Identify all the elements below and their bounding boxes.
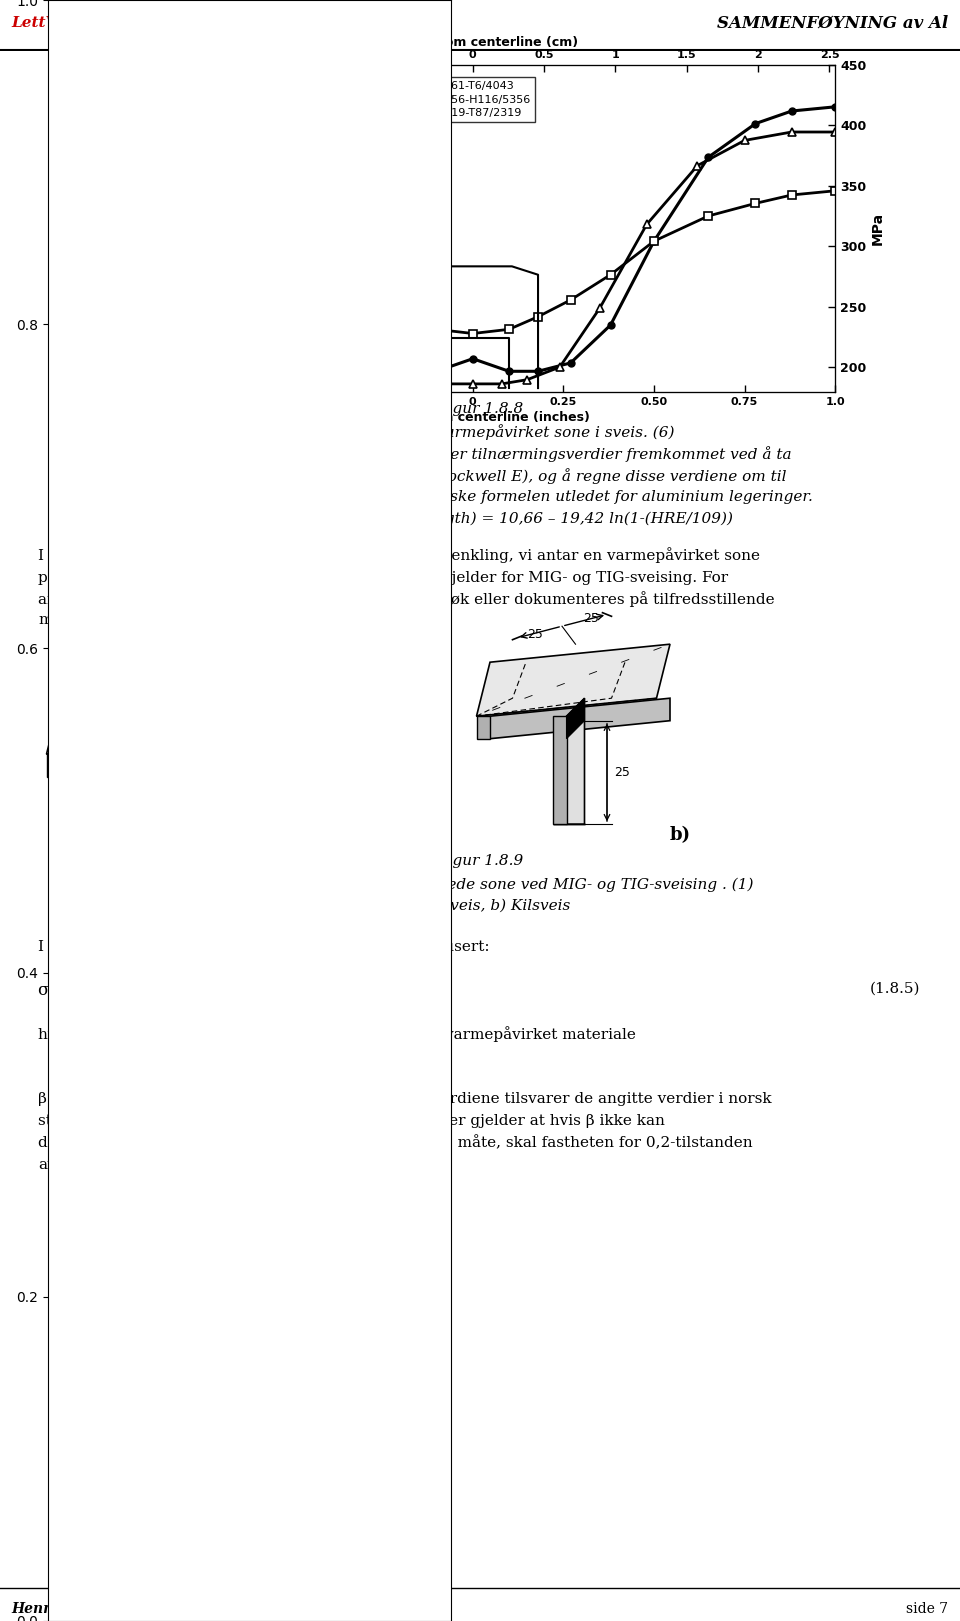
Y-axis label: MPa: MPa <box>871 212 884 245</box>
Legend: 6061-T6/4043, 5456-H116/5356, 2219-T87/2319: 6061-T6/4043, 5456-H116/5356, 2219-T87/2… <box>411 76 535 123</box>
Text: Figur 1.8.8: Figur 1.8.8 <box>437 402 523 417</box>
Polygon shape <box>126 682 161 736</box>
Text: standard (NS 3472). For andre legeringer og tilstander gjelder at hvis β ikke ka: standard (NS 3472). For andre legeringer… <box>38 1114 665 1128</box>
X-axis label: Distance from centerline (cm): Distance from centerline (cm) <box>368 36 578 49</box>
Text: LettVekt Design: LettVekt Design <box>12 16 148 29</box>
Text: b): b) <box>669 827 690 845</box>
Text: I den varmepåvirkede sonen er materialfatheten redusert:: I den varmepåvirkede sonen er materialfa… <box>38 939 490 953</box>
Text: σBᴠ = β·σB: σBᴠ = β·σB <box>38 982 133 999</box>
Text: β er angitt for noen legeringer i tabell 1.8.1. Disse verdiene tilsvarer de angi: β er angitt for noen legeringer i tabell… <box>38 1093 772 1106</box>
Text: Platetykkelse er 3,2mm. Kurvene viser tilnærmingsverdier fremkommet ved å ta: Platetykkelse er 3,2mm. Kurvene viser ti… <box>168 446 792 462</box>
Text: måte.: måte. <box>38 613 82 627</box>
Text: dokumenteres ved forsøk eller annen tilfredsstillende måte, skal fastheten for 0: dokumenteres ved forsøk eller annen tilf… <box>38 1136 753 1151</box>
Text: anvendes.: anvendes. <box>38 1157 115 1172</box>
Text: materialfasthet ved bruk av den empiriske formelen utledet for aluminium legerin: materialfasthet ved bruk av den empirisk… <box>147 490 813 504</box>
Polygon shape <box>553 716 566 823</box>
Text: Henning Johansen: Henning Johansen <box>12 1602 156 1616</box>
Text: UTS (Ultimate Tensile Strength) = 10,66 – 19,42 ln(1-(HRE/109)): UTS (Ultimate Tensile Strength) = 10,66 … <box>227 512 733 527</box>
Text: hvor  σB = strekkfastheten (bruddfatheten) for ikke varmepåvirket materiale: hvor σB = strekkfastheten (bruddfatheten… <box>38 1026 636 1042</box>
Text: 25: 25 <box>614 767 630 780</box>
Text: 25: 25 <box>157 644 173 657</box>
Polygon shape <box>46 754 60 776</box>
Polygon shape <box>476 716 490 739</box>
Text: 25: 25 <box>583 611 599 624</box>
Text: 25: 25 <box>102 663 117 676</box>
Text: a) Buttsveis, b) Kilsveis: a) Buttsveis, b) Kilsveis <box>390 898 570 913</box>
Polygon shape <box>46 682 240 754</box>
X-axis label: Distance from centerline (inches): Distance from centerline (inches) <box>355 412 590 425</box>
Text: Figur 1.8.9: Figur 1.8.9 <box>437 854 523 869</box>
Text: SAMMENFØYNING av Al: SAMMENFØYNING av Al <box>717 15 948 31</box>
Text: Fasthetsprofil over varmepåvirket sone i sveis. (6): Fasthetsprofil over varmepåvirket sone i… <box>286 425 674 439</box>
Text: 25: 25 <box>527 627 543 640</box>
Polygon shape <box>566 699 585 739</box>
Text: a): a) <box>230 827 250 845</box>
Text: (1.8.5): (1.8.5) <box>870 982 920 995</box>
Text: andre sveisemetoder skal bredden fastsettes ved forsøk eller dokumenteres på til: andre sveisemetoder skal bredden fastset… <box>38 592 775 608</box>
Text: side 7: side 7 <box>906 1602 948 1616</box>
Y-axis label: Ultimate tensile strength (ksi): Ultimate tensile strength (ksi) <box>75 135 85 323</box>
Text: Størrelsen på den varmepåvirkede sone ved MIG- og TIG-sveising . (1): Størrelsen på den varmepåvirkede sone ve… <box>206 877 754 892</box>
Text: på 25mm (1’’) ut fra enkeltsveisens midtlinje. Dette gjelder for MIG- og TIG-sve: på 25mm (1’’) ut fra enkeltsveisens midt… <box>38 569 728 585</box>
Text: I beregninger av sveiste konstruksjoner gjør vi en forenkling, vi antar en varme: I beregninger av sveiste konstruksjoner … <box>38 548 760 562</box>
Text: hardhetsmålinger, HRE (Hardhet Rockwell E), og å regne disse verdiene om til: hardhetsmålinger, HRE (Hardhet Rockwell … <box>174 468 786 485</box>
Text: 13.03.07: 13.03.07 <box>154 1602 215 1616</box>
Polygon shape <box>566 699 585 823</box>
Polygon shape <box>139 736 161 776</box>
Text: β  = reduksjonsfaktor: β = reduksjonsfaktor <box>38 1047 244 1062</box>
Polygon shape <box>476 644 670 716</box>
Polygon shape <box>60 736 240 776</box>
Polygon shape <box>490 699 670 739</box>
